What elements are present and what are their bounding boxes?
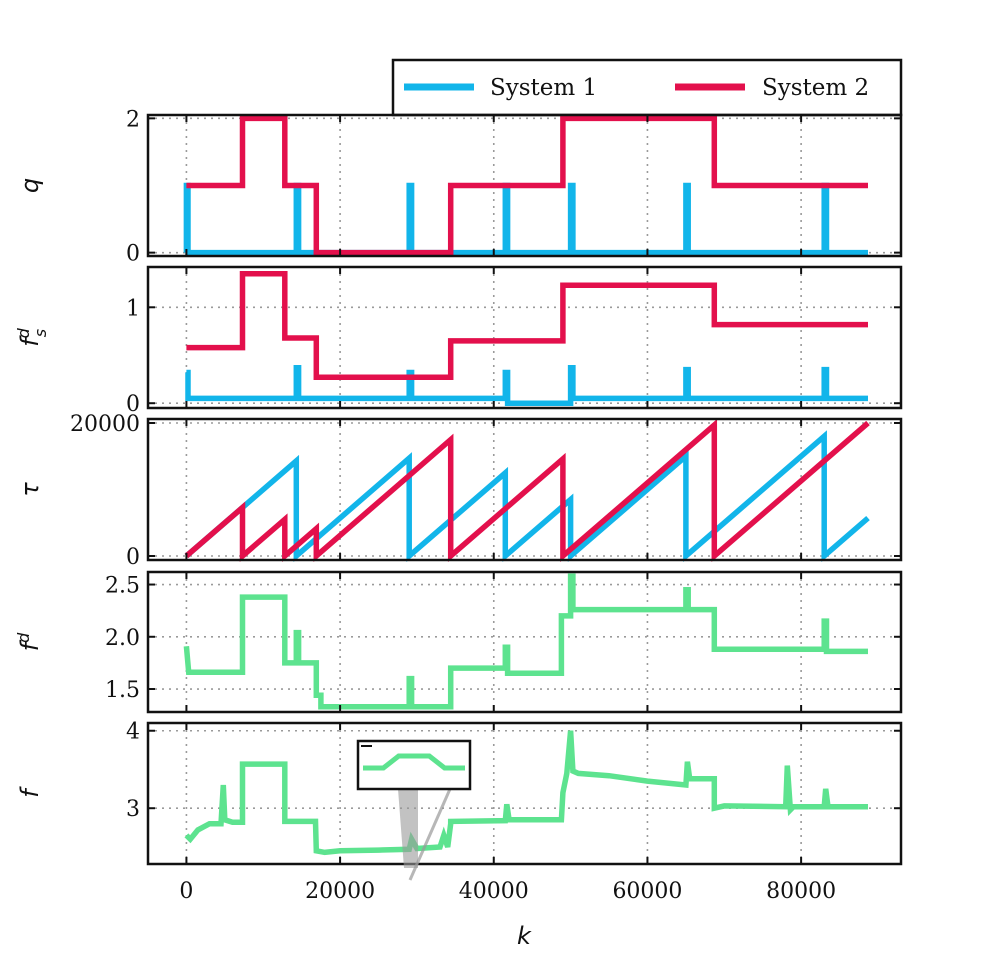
y-tick-label: 2 <box>126 107 140 132</box>
panel-5: 3 4 f <box>16 720 903 881</box>
y-tick-label: 0 <box>126 242 140 267</box>
inset-series-line <box>363 753 465 771</box>
panel-frame <box>146 417 903 562</box>
zoom-connector <box>408 788 452 881</box>
x-tick-label: 60000 <box>612 879 682 904</box>
series-line-system-1 <box>183 182 868 256</box>
y-tick-label: 20000 <box>70 412 140 437</box>
panel-frame <box>146 265 903 410</box>
inset-frame <box>356 739 472 791</box>
legend: System 1 System 2 <box>391 58 903 117</box>
legend-label-system-1: System 1 <box>490 75 597 101</box>
series-line-system-1 <box>185 364 868 406</box>
y-axis-label: τ <box>16 482 44 497</box>
panel-1: 0 2 q <box>16 107 903 267</box>
series-line-f <box>184 730 868 856</box>
series-line-system-1 <box>184 430 870 563</box>
panel-frame <box>146 721 903 866</box>
legend-label-system-2: System 2 <box>762 75 869 101</box>
x-axis-label: k <box>517 922 532 950</box>
series-line-system-2 <box>184 418 870 563</box>
y-axis-label: q <box>16 178 44 193</box>
y-axis-label: fds <box>14 327 50 346</box>
y-tick-label: 3 <box>126 797 140 822</box>
y-tick-label: 2.0 <box>105 626 140 651</box>
y-tick-label: 2.5 <box>105 574 140 599</box>
x-tick-label: 40000 <box>459 879 529 904</box>
x-tick-label: 80000 <box>766 879 836 904</box>
zoom-connector <box>398 789 418 868</box>
series-line-system-2 <box>186 270 868 381</box>
x-tick-label: 20000 <box>305 879 375 904</box>
panel-2: 0 1 fds <box>14 265 903 417</box>
y-tick-label: 0 <box>126 545 140 570</box>
y-tick-label: 1.5 <box>105 678 140 703</box>
panel-frame <box>146 570 903 714</box>
y-axis-label: f <box>16 786 44 798</box>
y-tick-label: 1 <box>126 296 140 321</box>
legend-box <box>391 58 903 117</box>
x-tick-label: 0 <box>179 879 193 904</box>
y-axis-label: fd <box>14 632 44 651</box>
panel-4: 1.5 2.0 2.5 fd <box>14 570 903 714</box>
series-line-f-d <box>183 573 868 710</box>
panel-3: 0 20000 τ <box>16 412 903 570</box>
panel-frame <box>146 113 903 258</box>
y-tick-label: 4 <box>126 720 140 745</box>
y-tick-label: 0 <box>126 392 140 417</box>
series-line-system-2 <box>186 115 868 256</box>
